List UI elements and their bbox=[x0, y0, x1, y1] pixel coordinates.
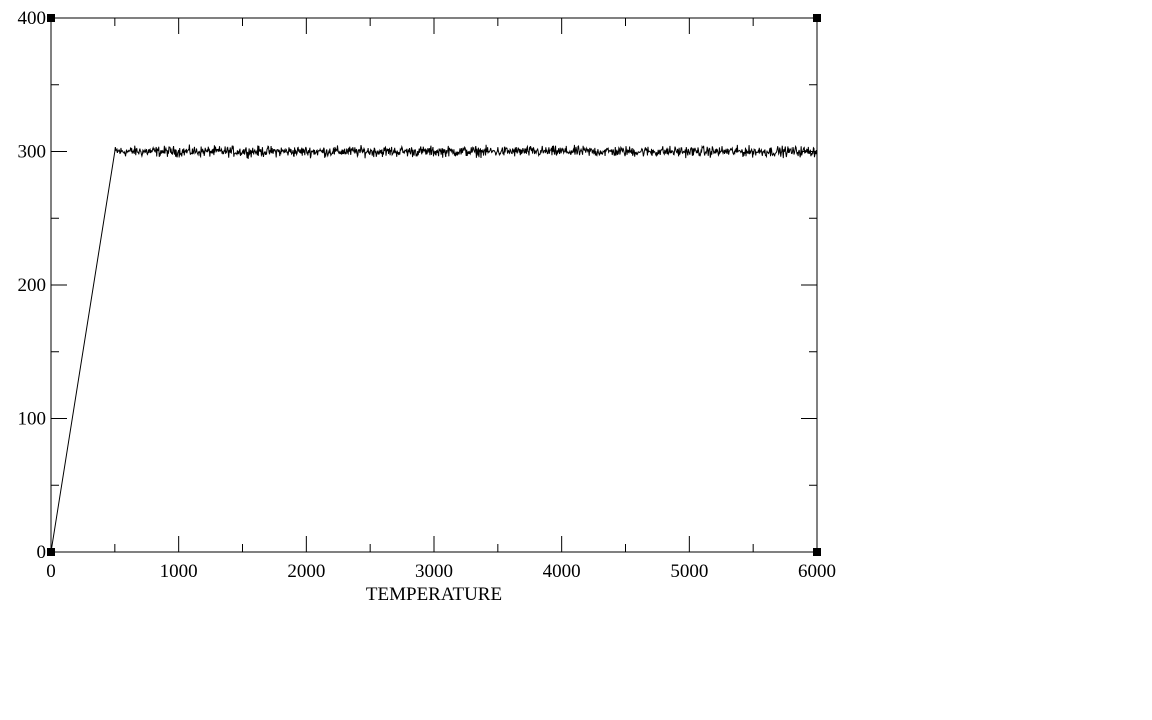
corner-marker bbox=[813, 14, 821, 22]
y-tick-label: 200 bbox=[18, 275, 47, 296]
x-tick-label: 6000 bbox=[798, 561, 836, 582]
x-axis-label: TEMPERATURE bbox=[366, 584, 502, 605]
y-tick-label: 300 bbox=[18, 142, 47, 163]
series-line bbox=[50, 144, 818, 553]
corner-marker bbox=[47, 548, 55, 556]
x-tick-label: 2000 bbox=[287, 561, 325, 582]
x-tick-label: 5000 bbox=[670, 561, 708, 582]
corner-marker bbox=[813, 548, 821, 556]
x-tick-label: 1000 bbox=[160, 561, 198, 582]
x-tick-label: 0 bbox=[46, 561, 56, 582]
y-tick-label: 0 bbox=[37, 542, 47, 563]
x-tick-label: 4000 bbox=[543, 561, 581, 582]
corner-marker bbox=[47, 14, 55, 22]
x-tick-label: 3000 bbox=[415, 561, 453, 582]
plot-frame bbox=[50, 17, 818, 553]
y-tick-label: 400 bbox=[18, 8, 47, 29]
y-tick-label: 100 bbox=[18, 409, 47, 430]
